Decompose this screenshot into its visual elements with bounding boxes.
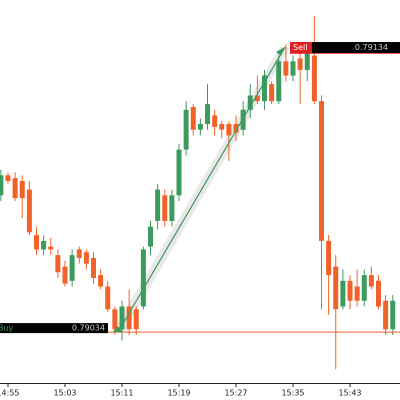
candle-body xyxy=(269,84,275,102)
candle-body xyxy=(297,58,303,70)
candle-body xyxy=(319,101,324,241)
candle-body xyxy=(347,280,353,301)
candle-body xyxy=(5,175,11,182)
candle-body xyxy=(226,124,232,136)
candle-body xyxy=(26,189,32,233)
sell-label-box xyxy=(290,42,400,54)
x-tick-label: 15:35 xyxy=(281,389,304,398)
candle-body xyxy=(254,95,260,102)
candle-body xyxy=(233,124,239,133)
candle-body xyxy=(155,189,161,221)
candle-body xyxy=(326,240,332,276)
candle-body xyxy=(340,280,346,307)
candle-body xyxy=(262,75,267,102)
candle-body xyxy=(176,149,182,196)
candle-body xyxy=(19,181,25,199)
candle-body xyxy=(41,240,47,250)
candle-body xyxy=(133,309,139,330)
trend-line xyxy=(117,46,286,333)
candle-body xyxy=(247,95,253,110)
candle-body xyxy=(190,106,196,130)
sell-label: Sell xyxy=(293,43,307,52)
candle-body xyxy=(212,115,218,127)
candle-body xyxy=(34,235,39,250)
candle-body xyxy=(105,286,111,310)
candle-body xyxy=(55,255,61,273)
candle-body xyxy=(240,109,246,130)
x-tick-label: 15:43 xyxy=(338,389,361,398)
buy-label-box xyxy=(0,323,108,334)
buy-marker xyxy=(113,326,123,333)
candle-body xyxy=(311,55,317,102)
candle-body xyxy=(112,309,118,330)
x-tick-label: 15:27 xyxy=(224,389,247,398)
candle-body xyxy=(376,280,381,307)
candle-body xyxy=(354,286,360,301)
candle-body xyxy=(12,178,18,199)
candle-body xyxy=(219,124,225,130)
x-tick-label: 15:11 xyxy=(110,389,133,398)
sell-price-label: 0.79134 xyxy=(355,43,388,52)
candle-body xyxy=(48,246,54,250)
candle-body xyxy=(383,300,389,330)
buy-price-label: 0.79034 xyxy=(72,324,105,333)
candle-body xyxy=(83,252,89,264)
candle-body xyxy=(276,61,282,102)
candle-body xyxy=(126,306,132,330)
candle-body xyxy=(197,124,203,130)
candle-body xyxy=(91,257,96,278)
trend-arrow-head xyxy=(276,47,285,57)
candle-body xyxy=(148,226,153,247)
candle-body xyxy=(283,61,289,76)
candle-body xyxy=(361,275,367,301)
candle-body xyxy=(62,266,68,284)
candle-body xyxy=(304,49,310,70)
candle-body xyxy=(390,300,396,330)
candle-body xyxy=(183,109,189,150)
candle-body xyxy=(98,275,104,287)
buy-label: Buy xyxy=(0,324,14,333)
candle-body xyxy=(119,306,125,330)
x-tick-label: 14:55 xyxy=(0,389,20,398)
candle-body xyxy=(368,275,374,287)
candle-body xyxy=(0,175,4,196)
candle-body xyxy=(140,249,146,307)
x-tick-label: 15:03 xyxy=(53,389,76,398)
candle-body xyxy=(76,249,82,258)
candle-body xyxy=(205,104,210,125)
candle-body xyxy=(169,195,175,221)
x-tick-label: 15:19 xyxy=(167,389,190,398)
sell-tag xyxy=(290,42,312,54)
candle-body xyxy=(290,61,296,76)
candle-body xyxy=(69,255,75,281)
candle-body xyxy=(162,195,168,221)
candle-body xyxy=(333,266,339,310)
